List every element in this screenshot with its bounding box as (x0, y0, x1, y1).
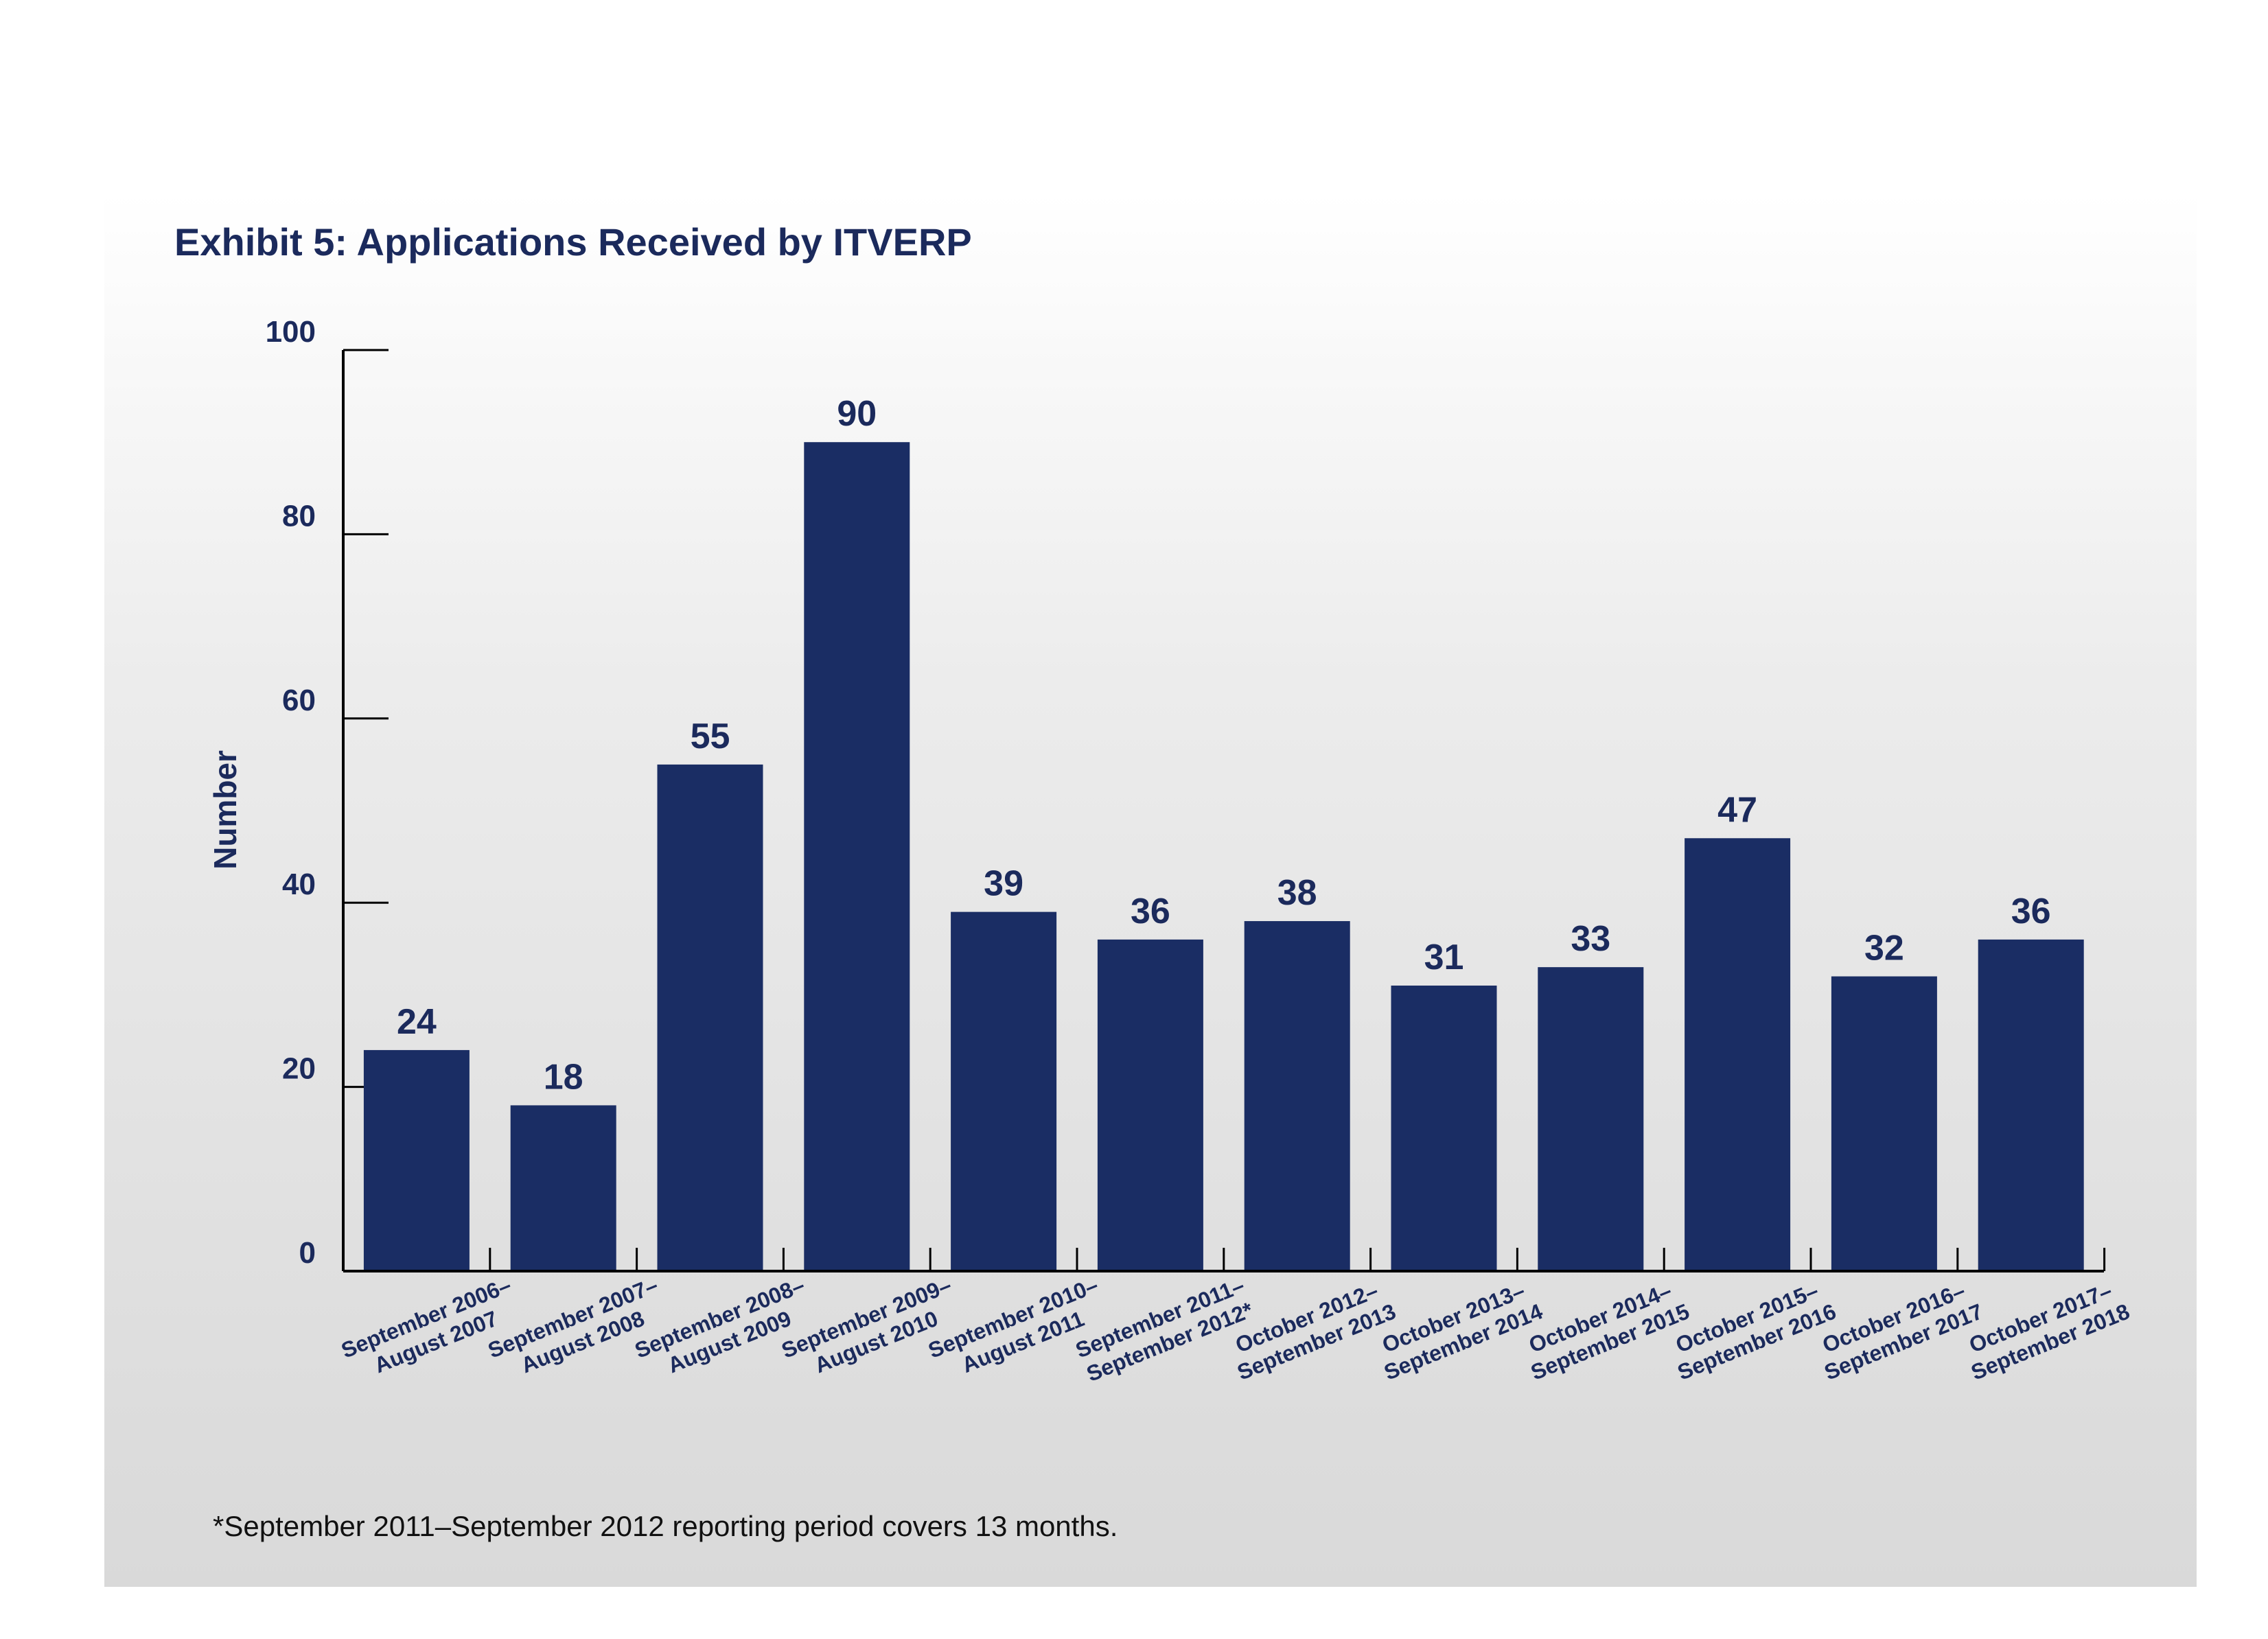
bar (951, 911, 1057, 1271)
bar-value-label: 36 (2011, 892, 2051, 931)
category-label: September 2009–August 2010 (778, 1272, 955, 1378)
value-labels: 24 18 55 90 39 36 38 31 33 47 32 36 (397, 394, 2051, 1097)
bar (1685, 838, 1791, 1271)
y-tick-label: 60 (282, 684, 316, 717)
bar-value-label: 90 (837, 394, 877, 434)
category-label: September 2007–August 2008 (485, 1272, 662, 1378)
bar (1391, 985, 1497, 1271)
category-label: September 2011–September 2012* (1072, 1272, 1257, 1386)
x-axis-ticks (489, 1248, 2106, 1271)
category-label: October 2016–September 2017 (1819, 1278, 1987, 1385)
y-tick-label: 80 (282, 499, 316, 533)
bar-value-label: 31 (1424, 938, 1464, 977)
category-label: October 2015–September 2016 (1672, 1278, 1840, 1385)
bar (1244, 921, 1350, 1271)
bar-value-label: 38 (1277, 873, 1317, 913)
footnote: *September 2011–September 2012 reporting… (213, 1510, 1118, 1542)
bar (804, 442, 910, 1272)
y-axis-label: Number (207, 750, 243, 870)
chart-panel (104, 192, 2197, 1587)
bar-value-label: 36 (1131, 892, 1170, 931)
bar (1097, 939, 1203, 1271)
category-label: October 2014–September 2015 (1525, 1278, 1693, 1385)
category-label: September 2006–August 2007 (338, 1272, 515, 1378)
bar-value-label: 33 (1571, 919, 1610, 959)
category-label: September 2010–August 2011 (925, 1272, 1102, 1378)
y-axis-ticks: 0 20 40 60 80 100 (266, 315, 389, 1270)
bar (657, 764, 763, 1271)
bar (1538, 967, 1644, 1271)
y-tick-label: 100 (266, 315, 316, 349)
bar (510, 1105, 616, 1271)
bars (363, 442, 2084, 1272)
bar (1978, 939, 2084, 1271)
category-label: October 2017–September 2018 (1966, 1278, 2133, 1385)
category-label: September 2008–August 2009 (632, 1272, 809, 1378)
category-label: October 2013–September 2014 (1378, 1278, 1546, 1385)
y-tick-label: 0 (299, 1236, 316, 1270)
bar-value-label: 24 (397, 1002, 437, 1042)
y-tick-label: 40 (282, 868, 316, 901)
bar-value-label: 39 (984, 864, 1023, 904)
bar (363, 1049, 470, 1271)
category-label: October 2012–September 2013 (1232, 1278, 1400, 1385)
y-tick-label: 20 (282, 1052, 316, 1086)
bar-value-label: 18 (544, 1057, 583, 1097)
chart-title: Exhibit 5: Applications Received by ITVE… (174, 220, 972, 264)
bar-value-label: 47 (1717, 790, 1757, 830)
bar-value-label: 55 (691, 717, 730, 756)
bar (1831, 976, 1937, 1271)
bar-value-label: 32 (1864, 929, 1904, 968)
